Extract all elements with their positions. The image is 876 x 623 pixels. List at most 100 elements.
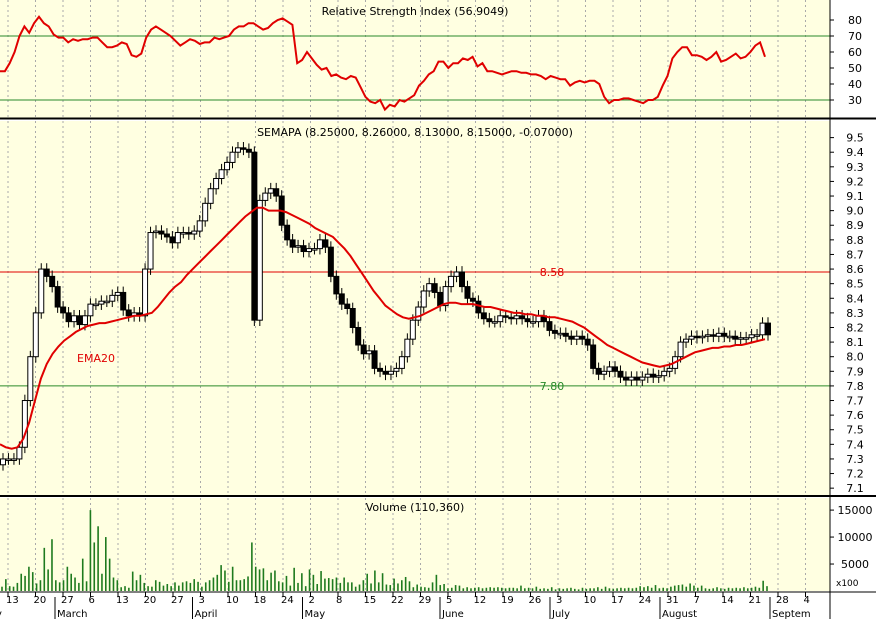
candle-body [49, 275, 56, 288]
candle-body [759, 322, 766, 336]
candle-body [568, 335, 575, 340]
x-month-label: y [0, 609, 2, 619]
candle-body [224, 161, 231, 171]
candle-body [306, 248, 312, 253]
candle-body [327, 246, 334, 277]
candle-body [497, 315, 504, 323]
y-tick-label: 9.1 [846, 190, 864, 203]
candle-body [557, 332, 564, 336]
x-day-label: 3 [556, 595, 562, 606]
candle-body [185, 232, 192, 235]
candle-body [273, 188, 280, 197]
candle-body [71, 315, 78, 323]
price-title: SEMAPA (8.25000, 8.26000, 8.13000, 8.150… [257, 126, 573, 139]
y-tick-label: 7.8 [846, 380, 864, 393]
candle-body [163, 233, 170, 238]
candle-body [464, 286, 471, 299]
volume-panel-background [0, 498, 830, 591]
candle-body [677, 341, 684, 358]
candle-body [524, 318, 531, 323]
x-day-label: 20 [34, 595, 47, 606]
candle-body [732, 335, 739, 340]
candle-body [737, 337, 744, 340]
x-day-label: 26 [529, 595, 542, 606]
x-day-label: 18 [254, 595, 267, 606]
candle-body [81, 315, 88, 326]
rsi-y-axis: 30 40 50 60 70 80 [830, 14, 862, 107]
candle-body [404, 338, 411, 358]
candle-body [322, 239, 329, 248]
candle-body [251, 151, 258, 321]
candle-body [114, 291, 121, 296]
candle-body [584, 338, 591, 346]
candle-body [491, 321, 498, 324]
price-reference-label: 7.80 [540, 380, 565, 393]
candle-body [120, 291, 127, 311]
candle-body [60, 306, 67, 314]
y-tick-label: 8.4 [846, 292, 864, 305]
candle-body [32, 312, 39, 358]
rsi-panel-background [0, 0, 830, 118]
y-tick-label: 80 [848, 14, 862, 27]
x-day-label: 28 [776, 595, 789, 606]
x-day-label: 14 [721, 595, 734, 606]
candle-body [10, 458, 17, 461]
candle-body [644, 373, 651, 378]
candle-body [311, 248, 318, 251]
candle-body [431, 283, 438, 293]
candle-body [54, 286, 61, 308]
candle-body [92, 303, 99, 307]
candle-body [453, 271, 460, 277]
candle-body [693, 335, 700, 339]
candle-body [590, 344, 597, 369]
x-day-label: 10 [226, 595, 239, 606]
x-day-label: 27 [61, 595, 74, 606]
price-reference-lines: 8.58 7.80 [0, 266, 830, 393]
candle-body [743, 337, 750, 340]
candle-body [502, 315, 509, 318]
candle-body [579, 335, 586, 340]
x-day-label: 31 [666, 595, 679, 606]
candle-body [382, 370, 389, 375]
candle-body [513, 315, 520, 320]
candle-body [666, 367, 673, 372]
candle-body [38, 268, 45, 314]
candle-body [612, 366, 618, 372]
y-tick-label: 40 [848, 78, 862, 91]
candle-body [601, 370, 608, 375]
candle-body [234, 147, 241, 153]
x-month-label: Septem [772, 609, 811, 619]
candle-body [606, 366, 613, 372]
x-day-label: 24 [281, 595, 294, 606]
x-day-label: 17 [611, 595, 624, 606]
y-tick-label: 30 [848, 94, 862, 107]
candle-body [409, 319, 416, 340]
y-tick-label: 9.2 [846, 175, 864, 188]
x-day-label: 15 [364, 595, 377, 606]
candle-body [508, 316, 515, 320]
volume-panel: Volume (110,360) 5000 10000 15000 x100 [0, 498, 873, 591]
x-month-label: July [551, 609, 570, 619]
candle-body [284, 224, 291, 241]
rsi-title: Relative Strength Index (56.9049) [322, 5, 509, 18]
price-panel: 8.58 7.80 EMA20 SEMAPA (8.25000, 8.26000,… [0, 121, 864, 495]
candle-body [765, 322, 771, 336]
candle-body [530, 321, 537, 324]
candle-body [683, 338, 690, 343]
x-day-label: 10 [584, 595, 597, 606]
candle-body [344, 303, 351, 309]
candle-body [191, 230, 198, 235]
x-day-label: 21 [749, 595, 762, 606]
candle-body [158, 230, 165, 235]
y-tick-label: 8.7 [846, 248, 864, 261]
x-day-label: 13 [6, 595, 19, 606]
x-day-label: 4 [804, 595, 810, 606]
candle-body [142, 268, 149, 317]
candle-body [469, 297, 476, 302]
x-day-label: 8 [336, 595, 342, 606]
candle-body [169, 236, 176, 244]
candle-body [295, 245, 302, 248]
candlesticks [0, 141, 771, 471]
candle-body [349, 308, 356, 328]
candle-body [393, 367, 400, 372]
